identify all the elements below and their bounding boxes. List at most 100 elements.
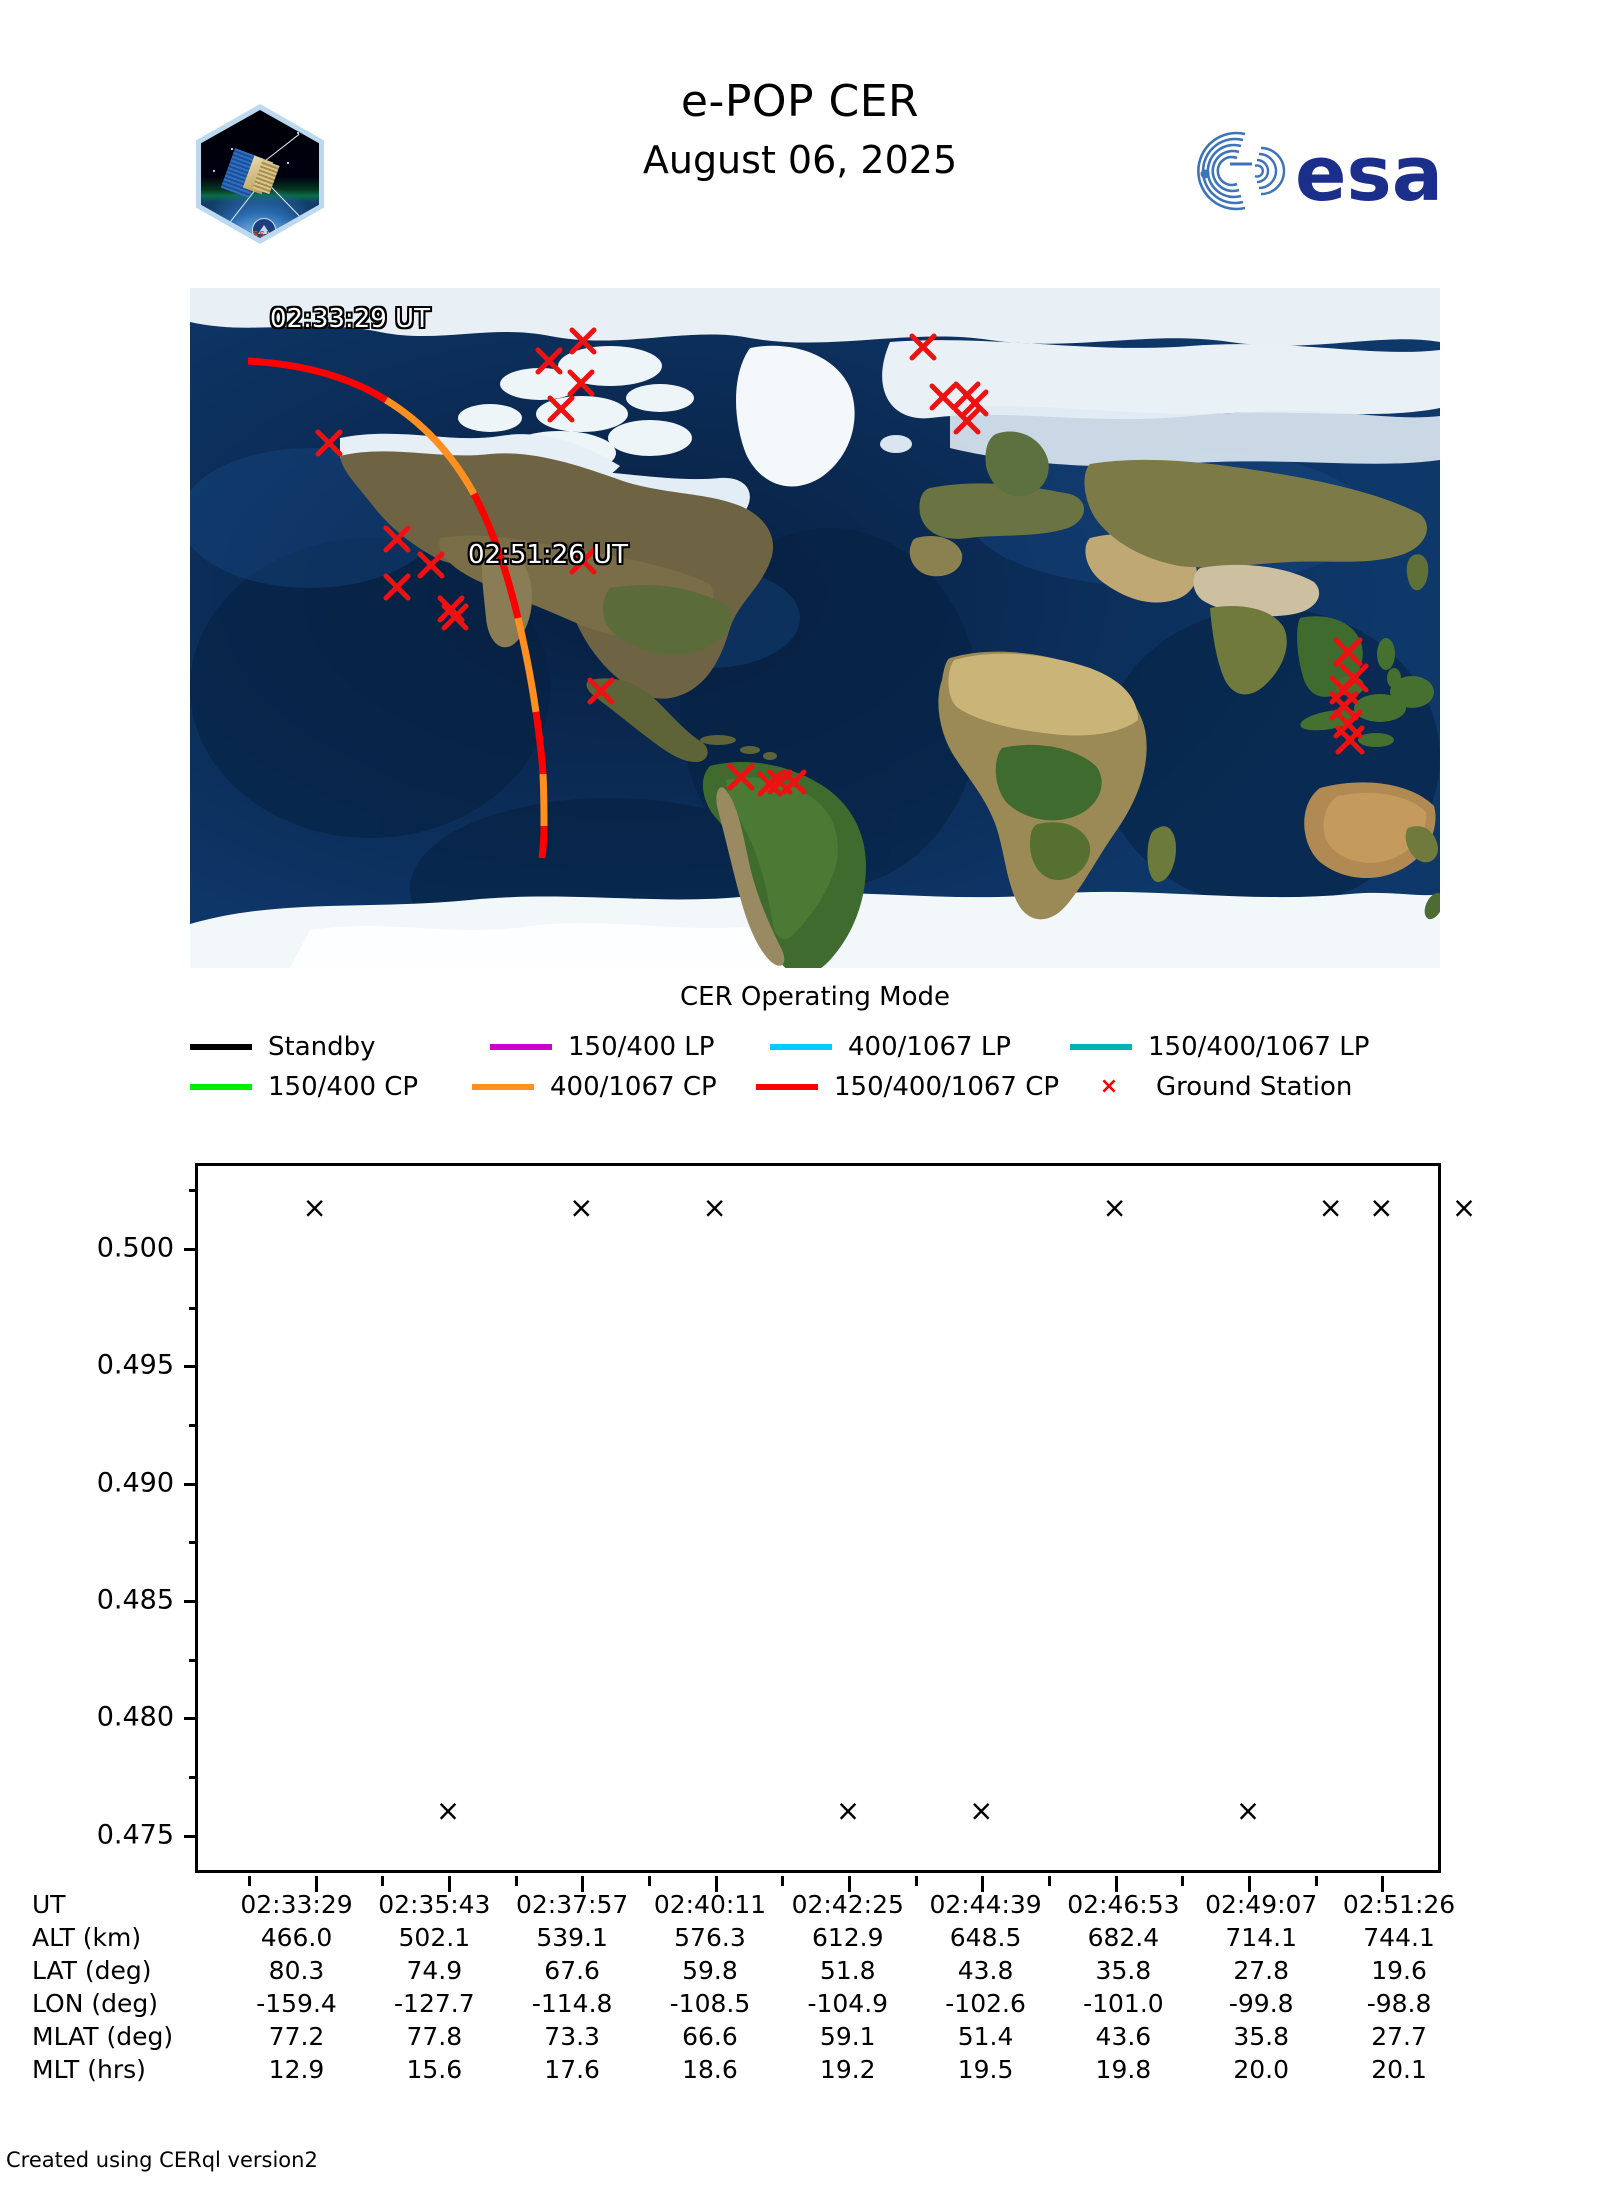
cassiope-logo-text: CASSIOPE — [238, 230, 292, 239]
y-axis-tick-label: 0.495 — [96, 1349, 174, 1381]
data-point-marker: × — [969, 1793, 994, 1828]
table-cell: 51.4 — [957, 2022, 1014, 2051]
x-axis-tick-major — [581, 1876, 585, 1892]
legend-row-2: 150/400 CP 400/1067 CP 150/400/1067 CP ×… — [190, 1070, 1440, 1104]
table-cell: 35.8 — [1233, 2022, 1290, 2051]
table-row-header: LAT (deg) — [32, 1956, 152, 1985]
ground-station-markers — [315, 327, 1369, 797]
table-cell: 714.1 — [1225, 1923, 1297, 1952]
legend-item-150-400-lp[interactable]: 150/400 LP — [490, 1030, 714, 1064]
x-axis-tick-minor — [1314, 1876, 1318, 1886]
table-cell: 35.8 — [1095, 1956, 1152, 1985]
page-date: August 06, 2025 — [642, 138, 958, 182]
table-cell: -127.7 — [394, 1989, 475, 2018]
x-axis-tick-minor — [1048, 1876, 1051, 1886]
legend-line-swatch-150-400-cp — [190, 1084, 252, 1090]
table-cell: 612.9 — [811, 1923, 884, 1952]
x-axis-tick-major — [714, 1876, 718, 1892]
table-cell: 02:33:29 — [240, 1890, 353, 1919]
legend-line-swatch-150-400-lp — [490, 1044, 552, 1050]
legend-item-150-400-1067-lp[interactable]: 150/400/1067 LP — [1070, 1030, 1369, 1064]
table-cell: 67.6 — [544, 1956, 600, 1985]
y-axis-tick-major — [184, 1482, 198, 1486]
legend-item-400-1067-cp[interactable]: 400/1067 CP — [472, 1070, 717, 1104]
table-cell: -101.0 — [1083, 1989, 1164, 2018]
table-cell: -99.8 — [1228, 1989, 1294, 2018]
x-axis-tick-minor — [914, 1876, 918, 1886]
legend-label-standby: Standby — [268, 1032, 376, 1062]
legend-label-ground-station: Ground Station — [1156, 1072, 1353, 1102]
table-row: LAT (deg) 80.3 74.9 67.6 59.8 51.8 43.8 35.8 27.… — [28, 1954, 1468, 1987]
y-axis-tick-minor — [189, 1541, 198, 1545]
data-point-marker: × — [569, 1190, 594, 1225]
table-cell: -104.9 — [807, 1989, 889, 2018]
legend-item-ground-station[interactable]: × Ground Station — [1078, 1070, 1353, 1104]
data-point-marker: × — [1102, 1190, 1127, 1225]
legend-label-400-1067-lp: 400/1067 LP — [848, 1032, 1011, 1062]
y-axis-tick-minor — [189, 1776, 198, 1780]
table-cell: 77.2 — [268, 2022, 325, 2051]
esa-wordmark-text: esa — [1295, 129, 1443, 214]
y-axis-tick-label: 0.475 — [96, 1819, 174, 1851]
esa-agency-logo-icon: esa — [1175, 128, 1445, 218]
x-axis-tick-minor — [248, 1876, 251, 1886]
table-row-header: MLT (hrs) — [32, 2055, 146, 2084]
operating-mode-legend: Standby 150/400 LP 400/1067 LP 150/400/1… — [190, 1030, 1440, 1110]
page-title: e-POP CER — [680, 76, 920, 127]
table-row: MLT (hrs) 12.9 15.6 17.6 18.6 19.2 19.5 19.8 20.… — [28, 2053, 1468, 2086]
data-point-marker: × — [1451, 1190, 1477, 1225]
x-axis-tick-major — [1248, 1876, 1251, 1892]
table-cell: 648.5 — [949, 1923, 1022, 1952]
data-point-marker: × — [1318, 1190, 1343, 1225]
y-axis-tick-label: 0.490 — [96, 1467, 174, 1499]
table-cell: 18.6 — [682, 2055, 738, 2084]
legend-item-150-400-1067-cp[interactable]: 150/400/1067 CP — [756, 1070, 1059, 1104]
table-row-header: LON (deg) — [32, 1989, 158, 2018]
x-axis-tick-major — [981, 1876, 985, 1892]
table-cell: -159.4 — [256, 1989, 337, 2018]
data-point-marker: × — [835, 1793, 861, 1828]
table-cell: 27.7 — [1371, 2022, 1427, 2051]
table-body: UT 02:33:29 02:35:43 02:37:57 02:40:11 02:42:… — [28, 1888, 1468, 2086]
cer-current-plot[interactable]: 0.500 0.495 0.490 0.485 0.480 0.475 × × × × × × × × × ×… — [97, 1163, 1476, 1892]
y-axis-tick-label: 0.500 — [96, 1232, 174, 1264]
world-map-orbit-track[interactable]: 02:33:29 UT 02:51:26 UT — [190, 288, 1440, 968]
table-cell: 19.5 — [957, 2055, 1014, 2084]
table-cell: 15.6 — [406, 2055, 463, 2084]
map-caption: CER Operating Mode — [679, 982, 950, 1012]
table-cell: -102.6 — [945, 1989, 1026, 2018]
x-axis-tick-minor — [648, 1876, 651, 1886]
y-axis-tick-minor — [189, 1424, 198, 1428]
y-axis-tick-minor — [189, 1189, 198, 1193]
table-cell: 43.8 — [957, 1956, 1014, 1985]
ground-station-marker-icon: × — [1099, 1074, 1119, 1099]
y-axis-tick-minor — [189, 1306, 198, 1310]
table-cell: 73.3 — [544, 2022, 600, 2051]
y-axis-tick-major — [184, 1834, 198, 1838]
y-axis-tick-major — [184, 1248, 198, 1252]
table-cell: 02:40:11 — [653, 1890, 767, 1919]
table-cell: 19.2 — [819, 2055, 876, 2084]
table-cell: 744.1 — [1363, 1923, 1435, 1952]
table-cell: 12.9 — [268, 2055, 325, 2084]
table-cell: 43.6 — [1095, 2022, 1152, 2051]
table-cell: 20.1 — [1371, 2055, 1427, 2084]
table-cell: 502.1 — [398, 1923, 471, 1952]
table-cell: 74.9 — [406, 1956, 463, 1985]
table-cell: 539.1 — [536, 1923, 608, 1952]
table-cell: 02:44:39 — [929, 1890, 1042, 1919]
legend-item-standby[interactable]: Standby — [190, 1030, 376, 1064]
legend-item-150-400-cp[interactable]: 150/400 CP — [190, 1070, 418, 1104]
table-row: MLAT (deg) 77.2 77.8 73.3 66.6 59.1 51.4 43.6 35… — [28, 2020, 1468, 2053]
legend-item-400-1067-lp[interactable]: 400/1067 LP — [770, 1030, 1011, 1064]
table-cell: 80.3 — [268, 1956, 325, 1985]
table-row: ALT (km) 466.0 502.1 539.1 576.3 612.9 648.5 68… — [28, 1921, 1468, 1954]
legend-label-150-400-lp: 150/400 LP — [568, 1032, 715, 1062]
x-axis-tick-major — [448, 1876, 451, 1892]
table-row-header: MLAT (deg) — [32, 2022, 174, 2051]
table-row: LON (deg) -159.4 -127.7 -114.8 -108.5 -104.9 -… — [28, 1987, 1468, 2020]
x-axis-tick-major — [1114, 1876, 1118, 1892]
table-cell: 02:49:07 — [1205, 1890, 1318, 1919]
data-point-marker: × — [435, 1793, 461, 1828]
x-axis-tick-major — [848, 1876, 851, 1892]
